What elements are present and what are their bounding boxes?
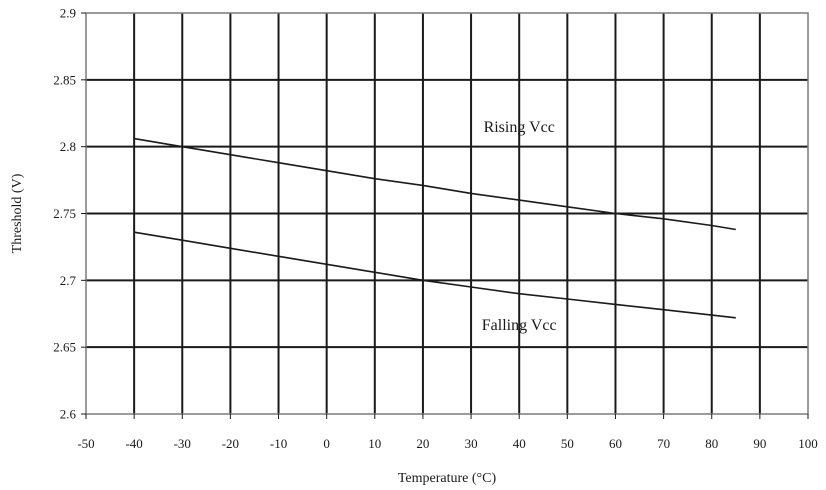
y-tick-label: 2.85 (53, 72, 76, 87)
rising-vcc-line (133, 137, 736, 231)
x-tick-label: 50 (561, 436, 574, 451)
x-tick-label: 100 (798, 436, 818, 451)
x-tick-label: 10 (368, 436, 381, 451)
y-tick-label: 2.8 (60, 139, 76, 154)
y-tick-label: 2.7 (60, 273, 77, 288)
y-tick-label: 2.6 (60, 407, 77, 422)
annotation-layer: Rising Vcc Falling Vcc (482, 119, 557, 334)
x-tick-label: 60 (609, 436, 622, 451)
x-tick-label: 0 (323, 436, 330, 451)
x-tick-label: 40 (513, 436, 526, 451)
x-tick-label: -50 (77, 436, 94, 451)
x-tick-label: -20 (222, 436, 239, 451)
y-tick-label: 2.75 (53, 206, 76, 221)
series-annotation: Rising Vcc (484, 119, 555, 136)
series-layer (133, 137, 736, 319)
x-axis-title: Temperature (°C) (398, 471, 497, 486)
x-tick-label: 30 (465, 436, 478, 451)
x-tick-label: -30 (174, 436, 191, 451)
x-tick-label: 90 (753, 436, 766, 451)
y-axis-title: Threshold (V) (10, 173, 25, 253)
x-tick-label: -40 (125, 436, 142, 451)
series-annotation: Falling Vcc (482, 317, 557, 334)
x-tick-label: 70 (657, 436, 670, 451)
falling-vcc-line (133, 231, 736, 319)
x-tick-label: -10 (270, 436, 287, 451)
x-tick-label: 20 (416, 436, 429, 451)
y-tick-label: 2.9 (60, 6, 76, 21)
grid-layer (86, 13, 808, 414)
x-tick-label: 80 (705, 436, 718, 451)
tick-layer: -50 -40 -30 -20 -10 0 10 20 30 40 50 60 70 80 90 100 2.6… (53, 6, 818, 452)
y-tick-label: 2.65 (53, 340, 76, 355)
